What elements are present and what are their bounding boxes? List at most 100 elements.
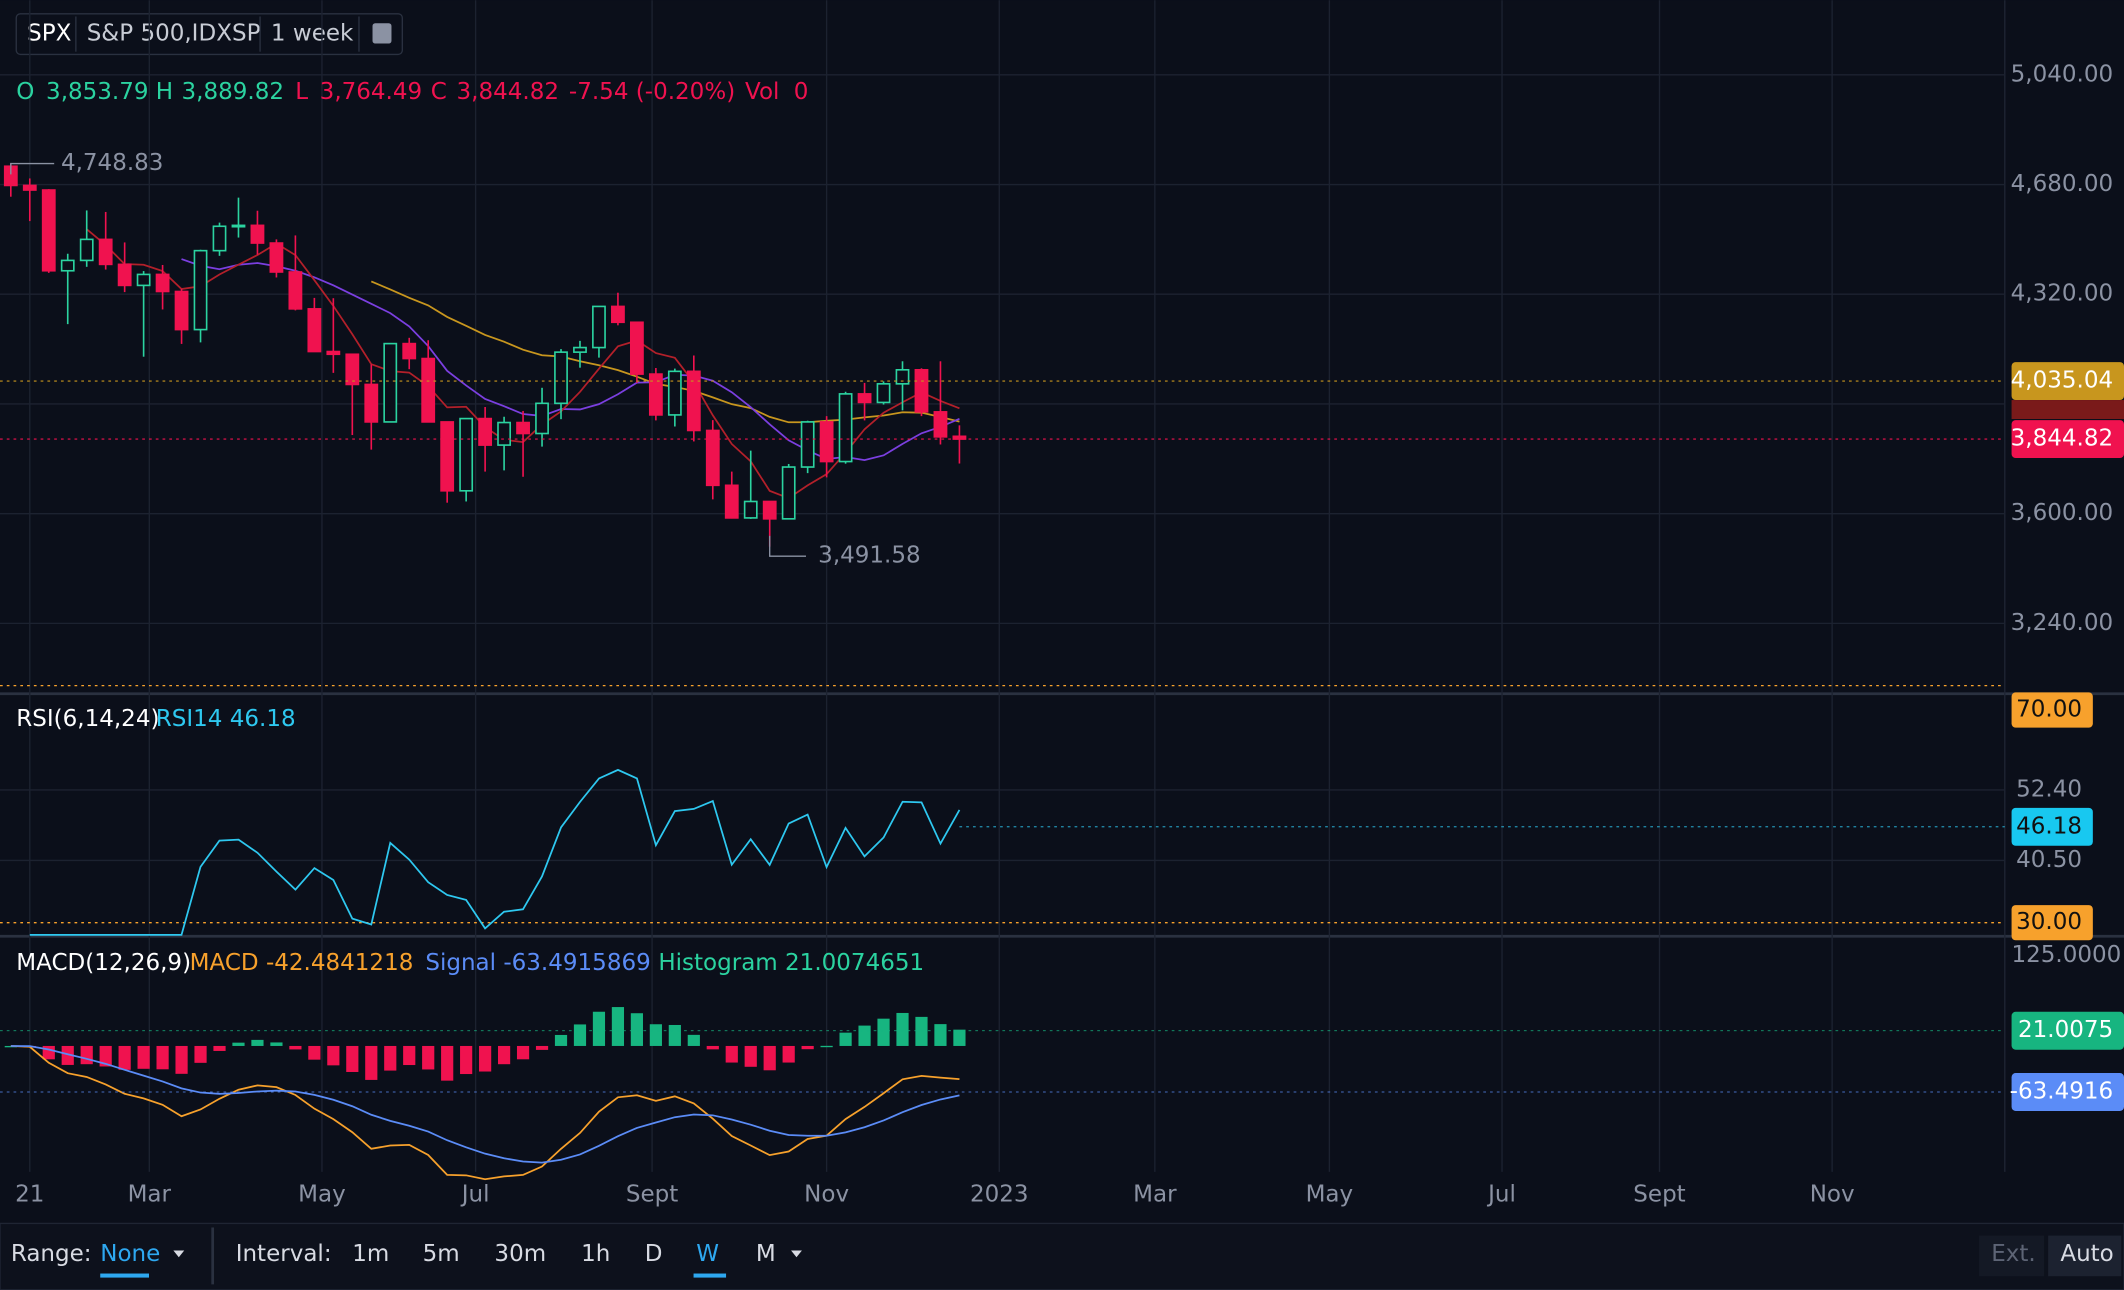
histogram-bar — [99, 1045, 112, 1067]
interval-option[interactable]: 1h — [581, 1241, 610, 1267]
candle-body — [440, 421, 455, 492]
histogram-bar — [839, 1032, 852, 1046]
histogram-bar — [365, 1045, 378, 1080]
histogram-bar — [61, 1045, 74, 1065]
candle-body — [952, 435, 967, 440]
histogram-bar — [441, 1045, 454, 1081]
candle-body — [573, 346, 587, 353]
candle-body — [857, 393, 872, 404]
price-tag-label: 4,035.04 — [2011, 368, 2114, 394]
interval-option[interactable]: 1m — [352, 1241, 389, 1267]
x-tick-label: 2023 — [970, 1181, 1029, 1207]
histogram-bar — [422, 1045, 435, 1070]
candle-body — [724, 484, 739, 519]
rsi-tag-label: 70.00 — [2016, 697, 2082, 723]
histogram-bar — [915, 1016, 928, 1046]
macd-tick-label: 125.0000 — [2011, 942, 2121, 968]
candle-body — [212, 225, 227, 252]
candle-body — [421, 357, 436, 423]
histogram-bar — [213, 1045, 226, 1051]
settings-icon[interactable] — [372, 23, 392, 44]
macd-line — [10, 1045, 960, 1181]
close-key: C — [431, 79, 447, 105]
candle-body — [762, 500, 777, 520]
candle-body — [193, 249, 208, 331]
range-value[interactable]: None — [100, 1241, 160, 1267]
candle-body — [686, 370, 701, 432]
interval-option[interactable]: M — [756, 1241, 776, 1267]
histogram-bar — [80, 1045, 93, 1065]
candle-body — [516, 421, 530, 435]
candle-body — [648, 373, 663, 416]
underline — [693, 1273, 727, 1278]
symbol[interactable]: SPX — [27, 21, 71, 47]
bottom-bar-bg — [0, 1222, 2124, 1290]
histogram-bar — [403, 1045, 416, 1066]
price-tag — [2011, 420, 2124, 459]
candle-body — [383, 342, 398, 423]
candle-body — [895, 369, 910, 385]
interval-option[interactable]: D — [645, 1241, 663, 1267]
close: 3,844.82 — [456, 79, 558, 105]
histogram-bar — [137, 1045, 150, 1069]
candle-body — [117, 263, 132, 287]
symbol-name[interactable]: S&P 500,IDXSP — [87, 21, 261, 47]
x-tick-label: May — [298, 1181, 346, 1207]
x-tick-label: Sept — [626, 1181, 678, 1207]
candle-body — [402, 342, 417, 360]
y-tick-label: 3,240.00 — [2011, 610, 2114, 636]
histogram-bar — [896, 1012, 909, 1046]
histogram-bar — [384, 1045, 397, 1071]
candle-body — [629, 321, 644, 375]
candle-body — [554, 351, 568, 405]
toolbar-box — [15, 13, 403, 56]
histogram-bar — [953, 1029, 966, 1046]
low: 3,764.49 — [320, 79, 423, 105]
rsi-tag-label: 30.00 — [2016, 909, 2082, 935]
rsi-tag-label: 46.18 — [2016, 813, 2082, 839]
ext-button[interactable] — [1979, 1235, 2045, 1277]
histogram-bar — [725, 1045, 738, 1063]
volume-key: Vol — [745, 79, 779, 105]
histogram-bar — [460, 1045, 473, 1075]
candle-body — [250, 224, 265, 244]
histogram-bar — [479, 1045, 492, 1072]
interval-option[interactable]: 5m — [423, 1241, 460, 1267]
histogram-bar — [611, 1007, 625, 1046]
x-tick-label: Mar — [1133, 1181, 1177, 1207]
rsi-tick-label: 40.50 — [2016, 847, 2082, 873]
candle-body — [819, 421, 834, 463]
max-label: 4,748.83 — [61, 150, 164, 176]
histogram-bar — [554, 1034, 568, 1046]
signal-legend: Signal -63.4915869 — [425, 950, 650, 976]
histogram-bar — [308, 1045, 321, 1060]
open-key: O — [16, 79, 34, 105]
histogram-bar — [630, 1013, 643, 1046]
interval[interactable]: 1 week — [271, 21, 354, 47]
interval-option[interactable]: 30m — [494, 1241, 546, 1267]
histogram-bar — [535, 1045, 549, 1050]
candle-body — [269, 242, 284, 273]
caret — [173, 1250, 185, 1258]
rsi-tag — [2011, 692, 2093, 728]
underline — [100, 1273, 150, 1278]
auto-button[interactable] — [2048, 1235, 2122, 1277]
histogram-bar — [573, 1024, 587, 1046]
candle-body — [800, 421, 815, 468]
candle-body — [22, 184, 37, 191]
histogram-bar — [592, 1011, 606, 1046]
histogram-bar — [687, 1034, 700, 1046]
histogram-bar — [118, 1045, 131, 1070]
candle-body — [611, 305, 625, 324]
x-tick-label: Mar — [128, 1181, 172, 1207]
interval-option[interactable]: W — [696, 1241, 719, 1267]
price-tag — [2011, 362, 2124, 401]
rsi-legend: RSI14 46.18 — [156, 706, 296, 732]
rsi-tick-label: 52.40 — [2016, 776, 2082, 802]
bottom-bar: Range: None Interval: 1m 5m 30m 1h D W M… — [0, 1222, 2124, 1290]
candle-body — [326, 350, 341, 356]
rsi-tag — [2011, 807, 2093, 846]
macd-title: MACD(12,26,9) — [16, 950, 191, 976]
candle-body — [838, 393, 853, 463]
y-tick-label: 5,040.00 — [2011, 61, 2114, 87]
